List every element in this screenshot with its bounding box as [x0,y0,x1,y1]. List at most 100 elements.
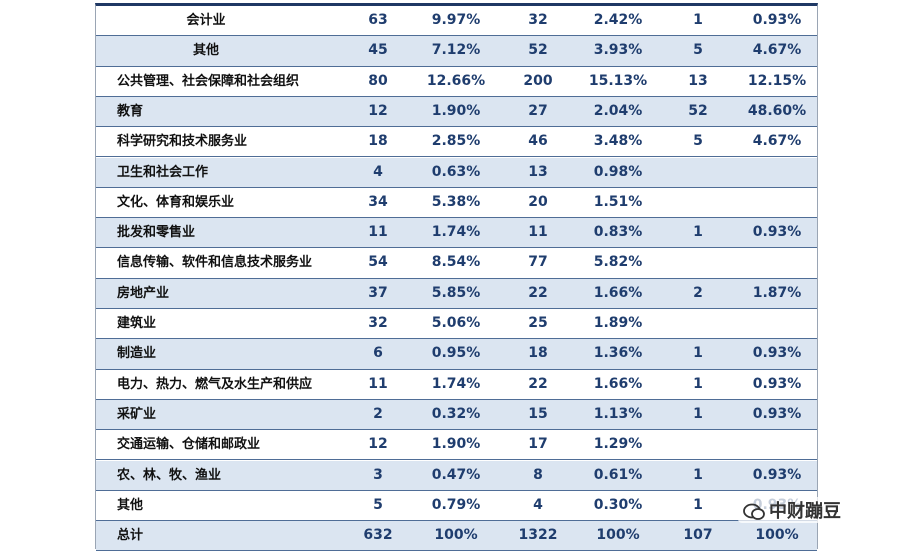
table-cell: 5.85% [431,284,481,301]
table-cell: 34 [368,193,388,210]
table-cell: 7.12% [431,42,481,59]
table-row: 房地产业 37 5.85% 22 1.66% 2 1.87% [96,278,817,309]
table-cell: 1322 [518,527,558,544]
table-cell: 27 [528,102,548,119]
table-cell: 2.42% [593,12,643,28]
table-cell: 1 [693,345,703,362]
watermark: 中财蹦豆 [738,497,845,523]
table-cell: 1.66% [593,284,643,301]
row-label: 科学研究和技术服务业 [117,134,248,150]
table-cell: 4 [533,496,543,513]
table-cell: 1.90% [431,102,481,119]
row-label: 房地产业 [117,285,170,301]
row-label: 采矿业 [117,406,157,422]
table-cell: 1 [693,405,703,422]
table-cell: 0.83% [593,224,643,241]
table-cell: 11 [368,224,388,241]
row-label: 会计业 [186,13,226,28]
table-cell: 12.15% [747,72,807,89]
table-cell: 20 [528,193,548,210]
table-cell: 632 [363,527,393,544]
table-cell: 15.13% [588,72,648,89]
table-cell: 17 [528,436,548,453]
table-row: 总计 632 100% 1322 100% 107 100% [96,521,817,551]
table-cell: 1 [693,224,703,241]
table-cell: 5 [693,42,703,59]
table-cell: 4.67% [752,42,802,59]
table-cell: 0.93% [752,375,802,392]
table: 会计业 63 9.97% 32 2.42% 1 0.93% 其他 45 7.12% 52 3.93% 5… [95,3,818,551]
row-label: 公共管理、社会保障和社会组织 [117,73,300,89]
row-label: 卫生和社会工作 [117,164,209,180]
table-cell: 6 [373,345,383,362]
table-cell: 0.95% [431,345,481,362]
table-row: 文化、体育和娱乐业 34 5.38% 20 1.51% [96,188,817,219]
table-cell: 1 [693,496,703,513]
table-cell: 100% [596,527,640,544]
table-cell: 1 [693,12,703,28]
row-label: 教育 [117,103,144,119]
table-cell: 3.48% [593,133,643,150]
table-cell: 2 [693,284,703,301]
table-cell: 12 [368,436,388,453]
table-cell: 0.47% [431,466,481,483]
table-cell: 11 [528,224,548,241]
table-row: 电力、热力、燃气及水生产和供应 11 1.74% 22 1.66% 1 0.93% [96,370,817,400]
table-cell: 4 [373,163,383,180]
table-row: 卫生和社会工作 4 0.63% 13 0.98% [96,157,817,188]
table-cell: 200 [523,72,553,89]
table-cell: 2 [373,405,383,422]
table-cell: 1 [693,375,703,392]
table-cell: 0.93% [752,405,802,422]
table-cell: 0.61% [593,466,643,483]
table-cell: 15 [528,405,548,422]
table-cell: 13 [688,72,708,89]
table-cell: 32 [368,315,388,331]
table-cell: 1.36% [593,345,643,362]
row-label: 信息传输、软件和信息技术服务业 [117,255,313,271]
table-cell: 107 [683,527,713,544]
table-cell: 1.29% [593,436,643,453]
table-cell: 12.66% [426,72,486,89]
row-label: 建筑业 [117,316,157,331]
table-cell: 3.93% [593,42,643,59]
table-cell: 37 [368,284,388,301]
table-cell: 63 [368,12,388,28]
table-cell: 1.89% [593,315,643,331]
table-cell: 8.54% [431,254,481,271]
table-cell: 8 [533,466,543,483]
table-cell: 1.74% [431,224,481,241]
row-label: 交通运输、仓储和邮政业 [117,437,261,453]
table-cell: 0.32% [431,405,481,422]
table-row: 建筑业 32 5.06% 25 1.89% [96,309,817,340]
table-cell: 32 [528,12,548,28]
table-cell: 77 [528,254,548,271]
table-row: 采矿业 2 0.32% 15 1.13% 1 0.93% [96,399,817,431]
table-cell: 5 [373,496,383,513]
table-cell: 1.66% [593,375,643,392]
table-cell: 5.38% [431,193,481,210]
row-label: 电力、热力、燃气及水生产和供应 [117,376,313,392]
table-cell: 1.13% [593,405,643,422]
table-cell: 18 [368,133,388,150]
table-cell: 1.74% [431,375,481,392]
table-row: 公共管理、社会保障和社会组织 80 12.66% 200 15.13% 13 12.15% [96,67,817,97]
table-cell: 100% [434,527,478,544]
table-cell: 22 [528,284,548,301]
table-row: 科学研究和技术服务业 18 2.85% 46 3.48% 5 4.67% [96,127,817,158]
table-cell: 1.87% [752,284,802,301]
table-cell: 13 [528,163,548,180]
table-cell: 54 [368,254,388,271]
watermark-text: 中财蹦豆 [769,501,841,522]
table-cell: 80 [368,72,388,89]
table-cell: 5.82% [593,254,643,271]
table-cell: 1.90% [431,436,481,453]
table-row: 会计业 63 9.97% 32 2.42% 1 0.93% [96,6,817,37]
table-cell: 46 [528,133,548,150]
table-row: 信息传输、软件和信息技术服务业 54 8.54% 77 5.82% [96,248,817,279]
table-cell: 0.93% [752,12,802,28]
row-label: 农、林、牧、渔业 [117,467,222,483]
row-label: 文化、体育和娱乐业 [117,194,235,210]
table-cell: 5.06% [431,315,481,331]
table-cell: 45 [368,42,388,59]
